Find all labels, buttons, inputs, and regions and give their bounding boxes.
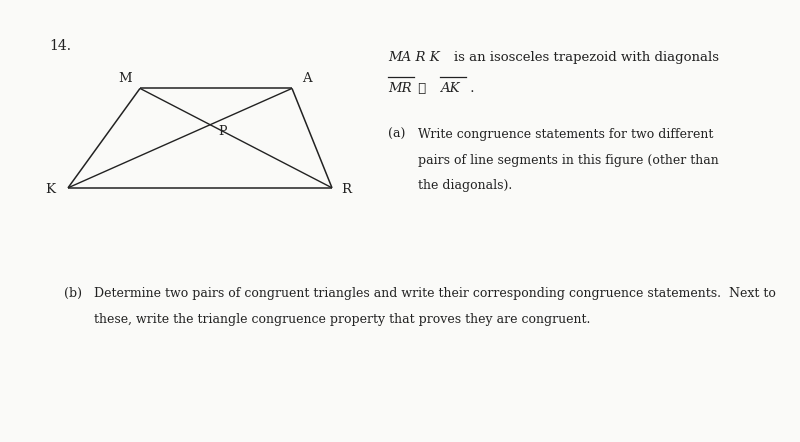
Text: MR: MR [388, 82, 412, 95]
Text: (b): (b) [64, 287, 82, 300]
Text: is an isosceles trapezoid with diagonals: is an isosceles trapezoid with diagonals [454, 51, 718, 64]
Text: (a): (a) [388, 128, 406, 141]
Text: 14.: 14. [50, 39, 72, 53]
Text: M: M [118, 72, 133, 85]
Text: Write congruence statements for two different: Write congruence statements for two diff… [418, 128, 714, 141]
Text: pairs of line segments in this figure (other than: pairs of line segments in this figure (o… [418, 154, 719, 167]
Text: A: A [302, 72, 311, 85]
Text: R: R [342, 183, 351, 196]
Text: the diagonals).: the diagonals). [418, 179, 513, 192]
Text: .: . [466, 82, 475, 95]
Text: Determine two pairs of congruent triangles and write their corresponding congrue: Determine two pairs of congruent triangl… [94, 287, 776, 300]
Text: these, write the triangle congruence property that proves they are congruent.: these, write the triangle congruence pro… [94, 313, 590, 326]
Text: ≅: ≅ [414, 82, 431, 95]
Text: AK: AK [440, 82, 459, 95]
Text: P: P [218, 126, 227, 138]
Text: K: K [46, 183, 55, 196]
Text: MA R K: MA R K [388, 51, 440, 64]
